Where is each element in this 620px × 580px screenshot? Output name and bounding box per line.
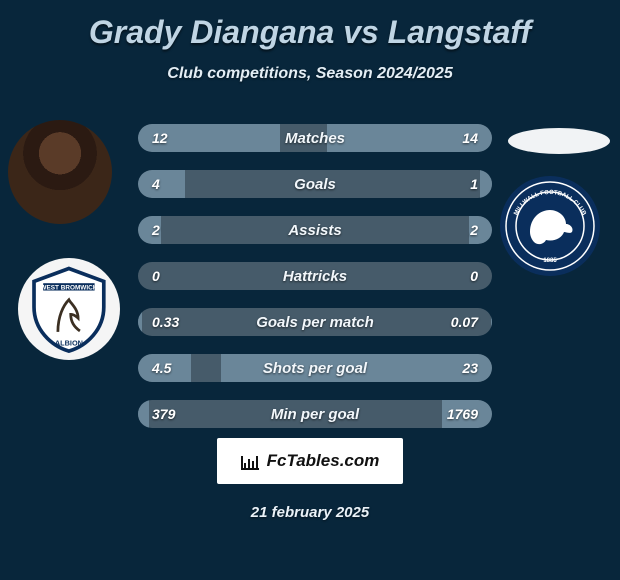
stat-label: Goals per match (138, 308, 492, 336)
bar-chart-icon (241, 452, 261, 470)
stat-value-right: 1769 (447, 400, 478, 428)
stat-value-left: 4.5 (152, 354, 171, 382)
stat-value-left: 379 (152, 400, 175, 428)
stat-value-right: 0.07 (451, 308, 478, 336)
stat-row: 0 0Hattricks (138, 262, 492, 290)
stat-value-right: 23 (462, 354, 478, 382)
stat-bar-right (221, 354, 492, 382)
stat-bar-left (138, 400, 149, 428)
subtitle: Club competitions, Season 2024/2025 (0, 65, 620, 83)
stat-row: 4 1Goals (138, 170, 492, 198)
stat-value-right: 14 (462, 124, 478, 152)
stat-value-left: 0 (152, 262, 160, 290)
stats-container: 1214Matches41Goals22Assists00Hattricks0.… (138, 124, 492, 446)
stat-row: 0.33 0.07Goals per match (138, 308, 492, 336)
stat-label: Goals (138, 170, 492, 198)
club-crest-right: MILLWALL FOOTBALL CLUB 1885 (500, 176, 600, 276)
brand-badge: FcTables.com (217, 438, 403, 484)
stat-value-left: 0.33 (152, 308, 179, 336)
svg-text:WEST BROMWICH: WEST BROMWICH (41, 285, 98, 292)
stat-value-left: 12 (152, 124, 168, 152)
stat-row: 2 2Assists (138, 216, 492, 244)
player-right-placeholder (508, 128, 610, 154)
brand-label: FcTables.com (267, 451, 380, 471)
stat-bar-left (138, 308, 142, 336)
stat-row: 4.523Shots per goal (138, 354, 492, 382)
svg-text:1885: 1885 (543, 258, 557, 264)
stat-bar-left (138, 170, 185, 198)
page-title: Grady Diangana vs Langstaff (0, 0, 620, 51)
stat-value-left: 4 (152, 170, 160, 198)
shield-icon: WEST BROMWICH ALBION (23, 263, 115, 355)
stat-row: 379 1769Min per goal (138, 400, 492, 428)
player-left-avatar (8, 120, 112, 224)
stat-bar-right (491, 308, 492, 336)
stat-bar-right (480, 170, 492, 198)
stat-value-right: 0 (470, 262, 478, 290)
stat-label: Min per goal (138, 400, 492, 428)
stat-value-left: 2 (152, 216, 160, 244)
stat-label: Hattricks (138, 262, 492, 290)
stat-label: Assists (138, 216, 492, 244)
club-crest-left: WEST BROMWICH ALBION (18, 258, 120, 360)
stat-value-right: 1 (470, 170, 478, 198)
date-label: 21 february 2025 (0, 504, 620, 521)
stat-value-right: 2 (470, 216, 478, 244)
lion-crest-icon: MILLWALL FOOTBALL CLUB 1885 (500, 176, 600, 276)
svg-text:ALBION: ALBION (55, 339, 83, 348)
stat-row: 1214Matches (138, 124, 492, 152)
